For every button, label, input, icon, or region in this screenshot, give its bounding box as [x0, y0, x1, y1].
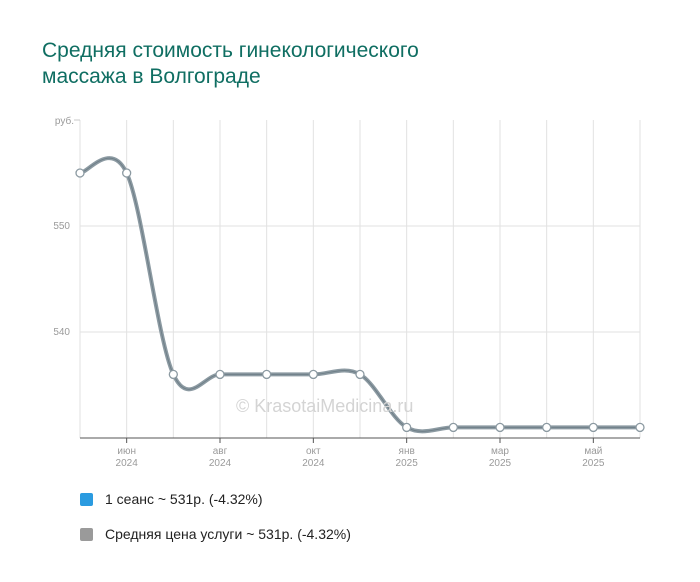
y-tick-label: 540	[53, 327, 70, 338]
chart-title-line-1: Средняя стоимость гинекологического	[42, 39, 419, 62]
x-tick-month: июн	[117, 446, 136, 457]
legend-label-2: Средняя цена услуги ~ 531р. (-4.32%)	[105, 526, 351, 542]
x-tick-month: янв	[399, 446, 415, 457]
axis-labels: 540550руб.июн2024авг2024окт2024янв2025ма…	[53, 115, 605, 469]
data-point	[495, 422, 505, 433]
data-point	[168, 369, 178, 380]
data-point	[448, 422, 458, 433]
data-point	[122, 168, 132, 178]
chart-axes	[74, 119, 640, 443]
data-point	[402, 422, 412, 433]
x-tick-year: 2025	[582, 458, 605, 469]
x-tick-year: 2024	[209, 458, 232, 469]
data-point	[262, 369, 272, 380]
x-tick-month: мар	[491, 446, 509, 457]
watermark: © KrasotaiMedicina.ru	[236, 396, 414, 416]
x-tick-year: 2025	[396, 458, 419, 469]
legend-swatch-gray	[80, 527, 93, 541]
legend-label-1: 1 сеанс ~ 531р. (-4.32%)	[105, 491, 263, 507]
x-tick-year: 2024	[302, 458, 325, 469]
legend-swatch-blue	[80, 492, 93, 506]
data-point	[542, 422, 552, 433]
line-chart: 540550руб.июн2024авг2024окт2024янв2025ма…	[53, 115, 645, 469]
x-tick-month: окт	[306, 446, 321, 457]
chart-grid	[79, 120, 641, 438]
data-point	[635, 422, 645, 433]
series-points	[75, 168, 645, 433]
series-line-core	[79, 157, 640, 432]
legend-item-1[interactable]: 1 сеанс ~ 531р. (-4.32%)	[80, 489, 640, 509]
x-tick-month: май	[584, 446, 602, 457]
chart-title: Средняя стоимость гинекологического масс…	[42, 38, 562, 90]
data-point	[355, 369, 365, 380]
chart-title-line-2: массажа в Волгограде	[42, 65, 261, 88]
x-tick-year: 2024	[116, 458, 139, 469]
legend-item-2[interactable]: Средняя цена услуги ~ 531р. (-4.32%)	[80, 524, 640, 544]
data-point	[215, 369, 225, 380]
x-tick-year: 2025	[489, 458, 512, 469]
data-point	[75, 168, 85, 178]
series-line-layer	[78, 156, 642, 434]
y-tick-label: 550	[53, 221, 70, 232]
data-point	[308, 369, 318, 380]
x-tick-month: авг	[213, 446, 228, 457]
data-point	[588, 422, 598, 433]
y-unit-label: руб.	[55, 115, 74, 127]
